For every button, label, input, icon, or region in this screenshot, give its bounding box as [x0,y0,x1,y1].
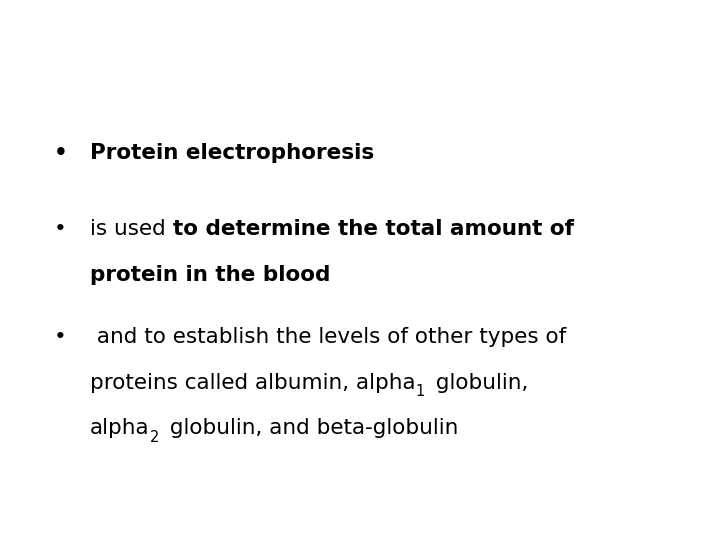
Text: alpha: alpha [90,418,150,438]
Text: 2: 2 [150,430,159,445]
Text: 1: 1 [415,384,425,400]
Text: protein in the blood: protein in the blood [90,265,330,285]
Text: to determine the total amount of: to determine the total amount of [173,219,574,239]
Text: •: • [54,327,67,347]
Text: globulin,: globulin, [428,373,528,393]
Text: Protein electrophoresis: Protein electrophoresis [90,143,374,163]
Text: is used: is used [90,219,173,239]
Text: •: • [54,143,68,163]
Text: proteins called albumin, alpha: proteins called albumin, alpha [90,373,415,393]
Text: globulin, and beta-globulin: globulin, and beta-globulin [163,418,458,438]
Text: and to establish the levels of other types of: and to establish the levels of other typ… [90,327,566,347]
Text: •: • [54,219,67,239]
